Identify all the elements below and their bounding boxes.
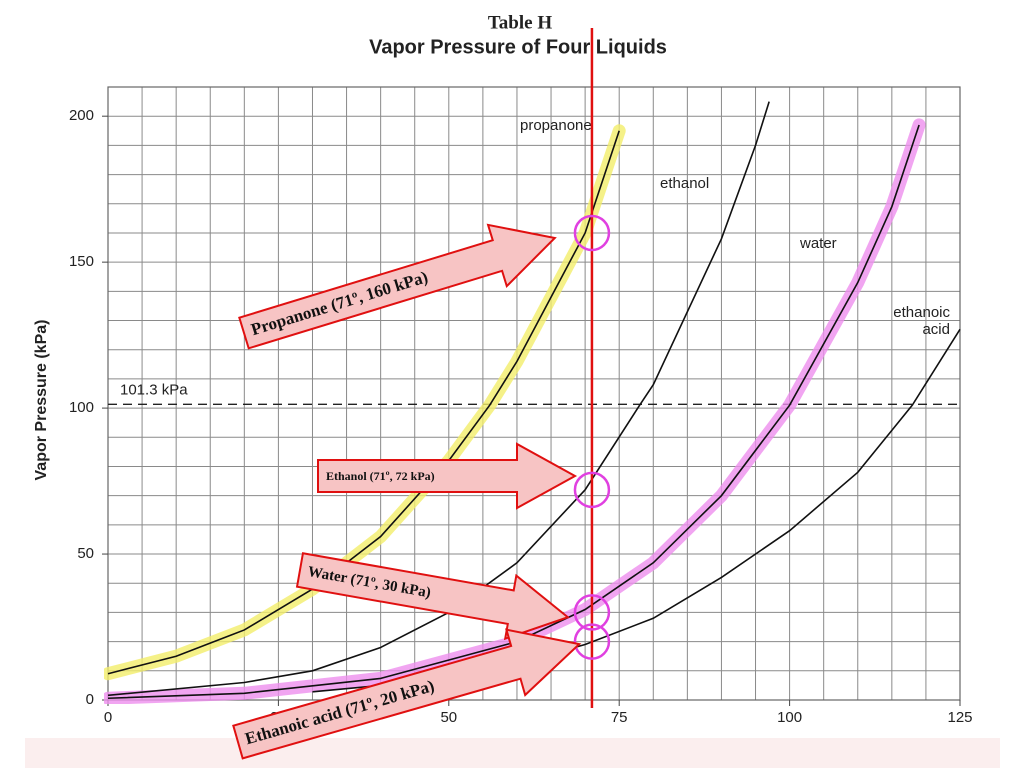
annotation-circle [573, 471, 611, 509]
x-tick-label: 50 [440, 709, 457, 726]
series-line [107, 130, 620, 675]
chart-subtitle: Vapor Pressure of Four Liquids [369, 36, 667, 58]
y-tick-label: 0 [86, 691, 94, 708]
x-tick-label: 125 [947, 709, 972, 726]
y-tick-label: 150 [69, 253, 94, 270]
annotation-arrow: Propanone (71º, 160 kPa) [238, 223, 557, 350]
plot-frame [107, 86, 961, 701]
paper-band [25, 738, 1000, 768]
chart-title: Table H [488, 12, 552, 33]
reference-label: 101.3 kPa [120, 381, 188, 398]
x-tick-label: 100 [777, 709, 802, 726]
series-line [107, 124, 920, 700]
y-tick-label: 50 [77, 545, 94, 562]
series-label: propanone [520, 117, 592, 134]
series-label: water [799, 235, 837, 252]
annotation-circle [573, 623, 611, 660]
annotation-text: Ethanol (71º, 72 kPa) [326, 469, 435, 483]
annotation-circle [573, 214, 611, 252]
y-tick-label: 100 [69, 399, 94, 416]
series-label: ethanol [660, 175, 709, 192]
arrow-shape [295, 552, 570, 641]
annotation-arrow: Ethanol (71º, 72 kPa) [317, 442, 578, 510]
x-tick-label: 0 [104, 709, 112, 726]
arrow-shape [238, 223, 557, 350]
y-axis-label: Vapor Pressure (kPa) [33, 320, 50, 481]
annotation-text: Propanone (71º, 160 kPa) [249, 267, 430, 339]
arrow-shape [317, 442, 578, 510]
series-line [107, 101, 770, 697]
y-tick-label: 200 [69, 107, 94, 124]
arrow-shape [232, 628, 582, 760]
annotation-circle [573, 594, 611, 631]
x-tick-label: 75 [611, 709, 628, 726]
series-label: ethanoic acid [893, 304, 950, 338]
